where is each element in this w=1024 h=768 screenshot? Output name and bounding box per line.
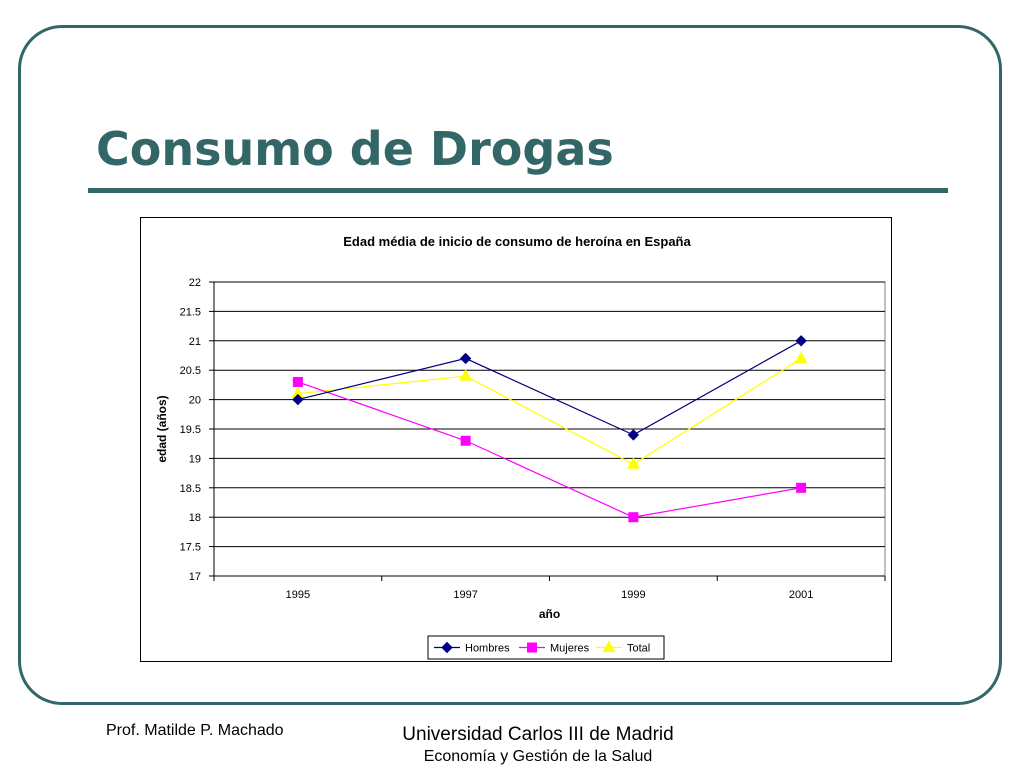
x-tick-label: 1995 <box>286 589 310 601</box>
y-tick-label: 17 <box>189 571 201 583</box>
data-point-mujeres <box>628 512 639 523</box>
data-point-hombres <box>459 352 472 365</box>
line-chart: Edad média de inicio de consumo de heroí… <box>155 234 886 660</box>
data-point-total <box>459 369 472 381</box>
x-axis-label: año <box>539 607 560 621</box>
y-tick-label: 18.5 <box>180 483 201 495</box>
legend-marker-total <box>602 640 616 652</box>
legend-box <box>427 635 665 660</box>
x-tick-label: 1999 <box>621 589 645 601</box>
footer-university: Universidad Carlos III de Madrid <box>402 724 674 745</box>
footer-author: Prof. Matilde P. Machado <box>106 722 284 739</box>
y-tick-label: 17.5 <box>180 542 201 554</box>
slide-title: Consumo de Drogas <box>96 122 614 176</box>
legend-label-total: Total <box>627 643 650 655</box>
y-tick-label: 19 <box>189 453 201 465</box>
chart-area: Edad média de inicio de consumo de heroí… <box>140 217 892 662</box>
data-point-mujeres <box>292 376 303 387</box>
data-point-total <box>794 351 808 363</box>
data-point-mujeres <box>460 435 471 446</box>
y-tick-label: 21 <box>189 336 201 348</box>
series-line-mujeres <box>297 381 802 518</box>
y-tick-label: 22 <box>189 277 201 289</box>
chart-title: Edad média de inicio de consumo de heroí… <box>343 234 691 249</box>
y-tick-label: 18 <box>189 512 201 524</box>
data-point-total <box>627 457 640 469</box>
title-rule <box>88 188 948 193</box>
legend-marker-hombres <box>441 641 453 654</box>
data-point-mujeres <box>796 482 807 493</box>
legend-marker-mujeres <box>527 642 537 653</box>
legend-label-hombres: Hombres <box>465 643 510 655</box>
y-tick-label: 20.5 <box>180 365 201 377</box>
y-axis-label: edad (años) <box>155 395 169 462</box>
data-point-hombres <box>292 393 304 406</box>
slide-frame <box>18 25 1002 705</box>
series-line-total <box>297 357 802 465</box>
y-tick-label: 19.5 <box>180 424 201 436</box>
data-point-hombres <box>795 335 807 347</box>
legend-label-mujeres: Mujeres <box>550 643 590 655</box>
y-tick-label: 20 <box>189 395 201 407</box>
footer-course: Economía y Gestión de la Salud <box>423 748 653 765</box>
data-point-hombres <box>627 429 640 441</box>
x-tick-label: 2001 <box>789 589 813 601</box>
y-tick-label: 21.5 <box>180 306 201 318</box>
x-tick-label: 1997 <box>453 589 477 601</box>
series-line-hombres <box>297 340 802 436</box>
